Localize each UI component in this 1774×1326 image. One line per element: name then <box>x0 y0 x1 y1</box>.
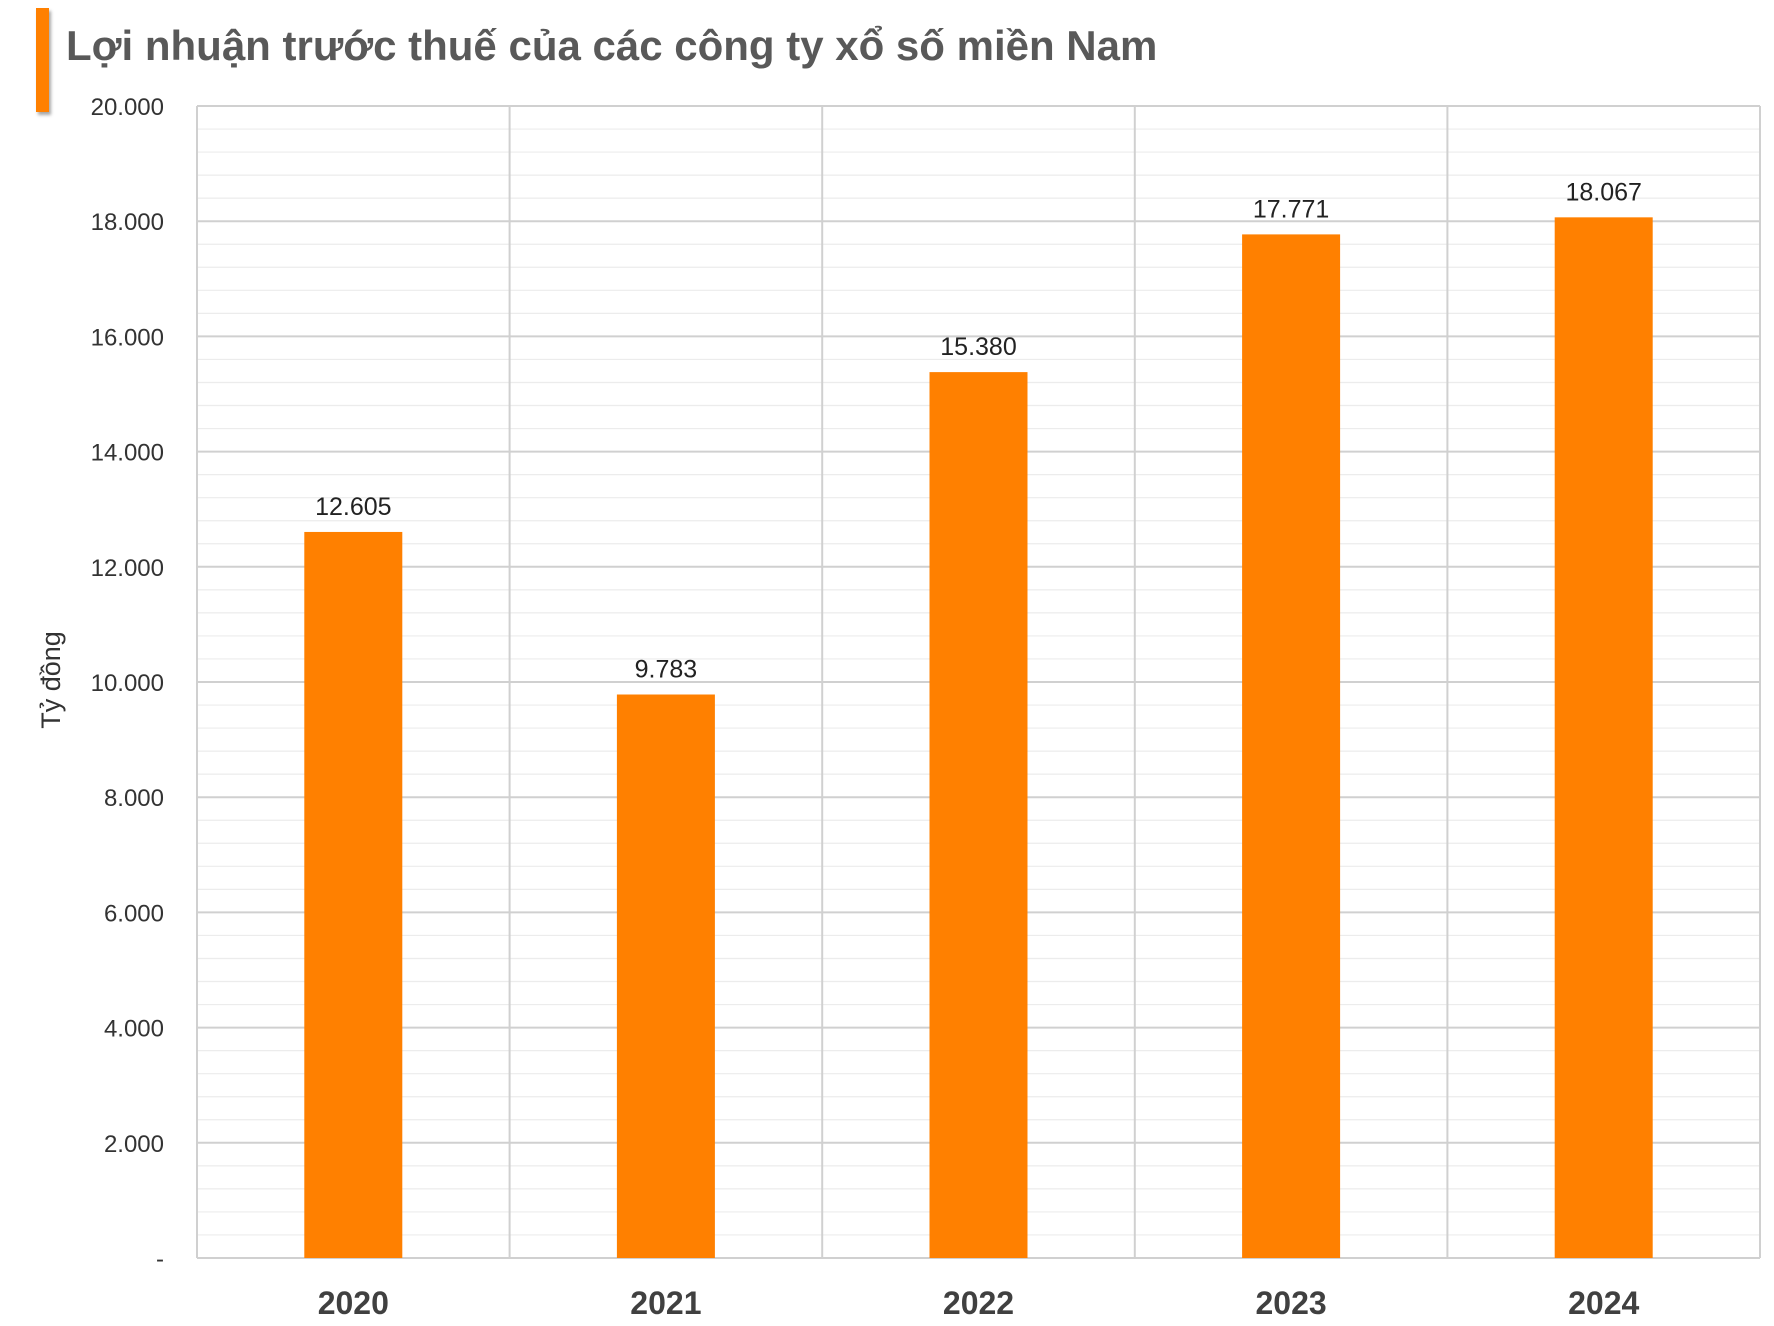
y-tick-label: 16.000 <box>91 324 164 351</box>
data-labels: 12.605 9.783 15.380 17.771 18.067 <box>315 178 1642 683</box>
y-tick-label: 12.000 <box>91 555 164 582</box>
bar-2024 <box>1554 217 1653 1258</box>
y-tick-label: 8.000 <box>104 785 164 812</box>
x-tick-2022: 2022 <box>943 1285 1014 1321</box>
bars <box>304 217 1653 1259</box>
x-axis-ticks: 2020 2021 2022 2023 2024 <box>318 1285 1640 1321</box>
y-tick-label: 2.000 <box>104 1131 164 1158</box>
data-label-2022: 15.380 <box>940 333 1016 361</box>
y-tick-label: 20.000 <box>91 94 164 121</box>
data-label-2020: 12.605 <box>315 493 391 521</box>
y-tick-label: 18.000 <box>91 209 164 236</box>
x-tick-2020: 2020 <box>318 1285 389 1321</box>
x-tick-2023: 2023 <box>1256 1285 1327 1321</box>
y-axis-label: Tỷ đồng <box>36 631 66 729</box>
bar-2022 <box>929 372 1028 1258</box>
title-accent-bar <box>36 8 49 112</box>
data-label-2024: 18.067 <box>1565 178 1641 206</box>
x-tick-2024: 2024 <box>1568 1285 1639 1321</box>
x-tick-2021: 2021 <box>630 1285 701 1321</box>
data-label-2021: 9.783 <box>635 655 698 683</box>
y-tick-label: 4.000 <box>104 1016 164 1043</box>
bar-2021 <box>616 694 715 1258</box>
y-axis-ticks: - 2.000 4.000 6.000 8.000 10.000 12.000 14.000 1… <box>91 94 164 1273</box>
chart-title: Lợi nhuận trước thuế của các công ty xổ … <box>66 22 1158 69</box>
y-tick-label: - <box>156 1246 164 1273</box>
bar-2023 <box>1242 234 1341 1259</box>
bar-2020 <box>304 531 403 1258</box>
y-tick-label: 10.000 <box>91 670 164 697</box>
y-tick-label: 6.000 <box>104 900 164 927</box>
data-label-2023: 17.771 <box>1253 195 1329 223</box>
y-tick-label: 14.000 <box>91 440 164 467</box>
